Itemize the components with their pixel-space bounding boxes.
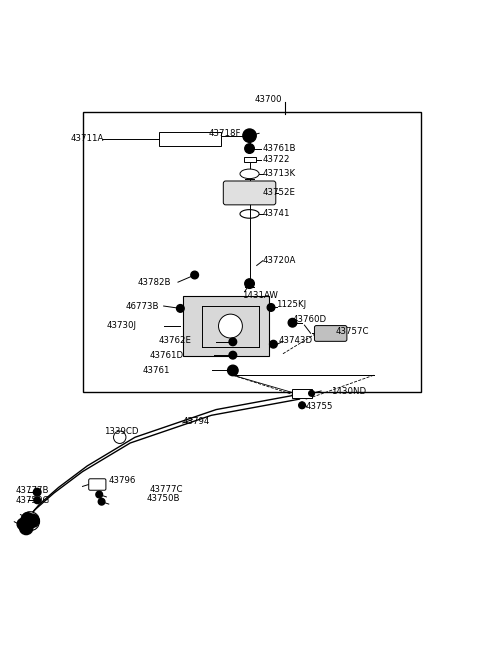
Text: 43782B: 43782B: [137, 278, 171, 287]
Text: 43761B: 43761B: [263, 144, 297, 153]
Text: 43761D: 43761D: [149, 350, 183, 360]
Circle shape: [26, 514, 39, 527]
Text: 43722: 43722: [263, 155, 290, 164]
Circle shape: [309, 390, 314, 396]
Circle shape: [229, 351, 237, 359]
Circle shape: [34, 489, 41, 496]
Polygon shape: [183, 297, 269, 356]
Circle shape: [20, 521, 33, 534]
Bar: [159, 132, 221, 146]
Text: 43700: 43700: [255, 95, 282, 104]
Text: 43755: 43755: [306, 402, 333, 411]
Text: 1125KJ: 1125KJ: [276, 300, 306, 309]
Circle shape: [21, 512, 39, 531]
FancyBboxPatch shape: [89, 479, 106, 490]
Text: 43777B: 43777B: [16, 486, 49, 495]
Text: 43762E: 43762E: [159, 337, 192, 345]
Bar: [83, 112, 421, 392]
Text: 43741: 43741: [263, 210, 290, 218]
Circle shape: [34, 497, 40, 504]
Circle shape: [267, 304, 275, 311]
Circle shape: [218, 314, 242, 338]
FancyBboxPatch shape: [314, 326, 347, 341]
Bar: [243, 157, 255, 162]
Circle shape: [288, 318, 297, 327]
Text: 43777C: 43777C: [149, 485, 183, 495]
Bar: [292, 389, 312, 398]
Circle shape: [177, 305, 184, 312]
Text: 43720A: 43720A: [263, 256, 296, 265]
Text: 43760D: 43760D: [292, 315, 326, 324]
Text: 43761: 43761: [142, 366, 169, 375]
Text: 1339CD: 1339CD: [104, 427, 139, 436]
Circle shape: [96, 491, 103, 498]
Text: 43752E: 43752E: [263, 189, 296, 197]
Text: 43713K: 43713K: [263, 170, 296, 178]
Text: 1431AW: 1431AW: [242, 291, 278, 299]
Text: 43757C: 43757C: [336, 327, 369, 336]
Text: 1430ND: 1430ND: [331, 387, 366, 396]
Circle shape: [98, 498, 105, 505]
Circle shape: [228, 365, 238, 376]
Text: 43794: 43794: [183, 417, 210, 426]
Circle shape: [191, 271, 199, 279]
FancyBboxPatch shape: [223, 181, 276, 205]
Circle shape: [245, 143, 254, 153]
Circle shape: [229, 338, 237, 346]
Circle shape: [243, 129, 256, 142]
Circle shape: [299, 402, 305, 409]
Text: 43796: 43796: [109, 476, 136, 485]
Circle shape: [17, 518, 29, 530]
Text: 43718F: 43718F: [209, 129, 241, 138]
Text: 43730J: 43730J: [107, 320, 136, 329]
Text: 46773B: 46773B: [125, 301, 159, 310]
Text: 43743D: 43743D: [278, 337, 312, 345]
Text: 43711A: 43711A: [71, 134, 104, 143]
Text: 43750B: 43750B: [147, 494, 180, 503]
Text: 43750G: 43750G: [16, 496, 50, 505]
Circle shape: [114, 431, 126, 443]
Circle shape: [270, 341, 277, 348]
Circle shape: [245, 279, 254, 288]
Circle shape: [22, 513, 34, 524]
Ellipse shape: [240, 169, 259, 179]
